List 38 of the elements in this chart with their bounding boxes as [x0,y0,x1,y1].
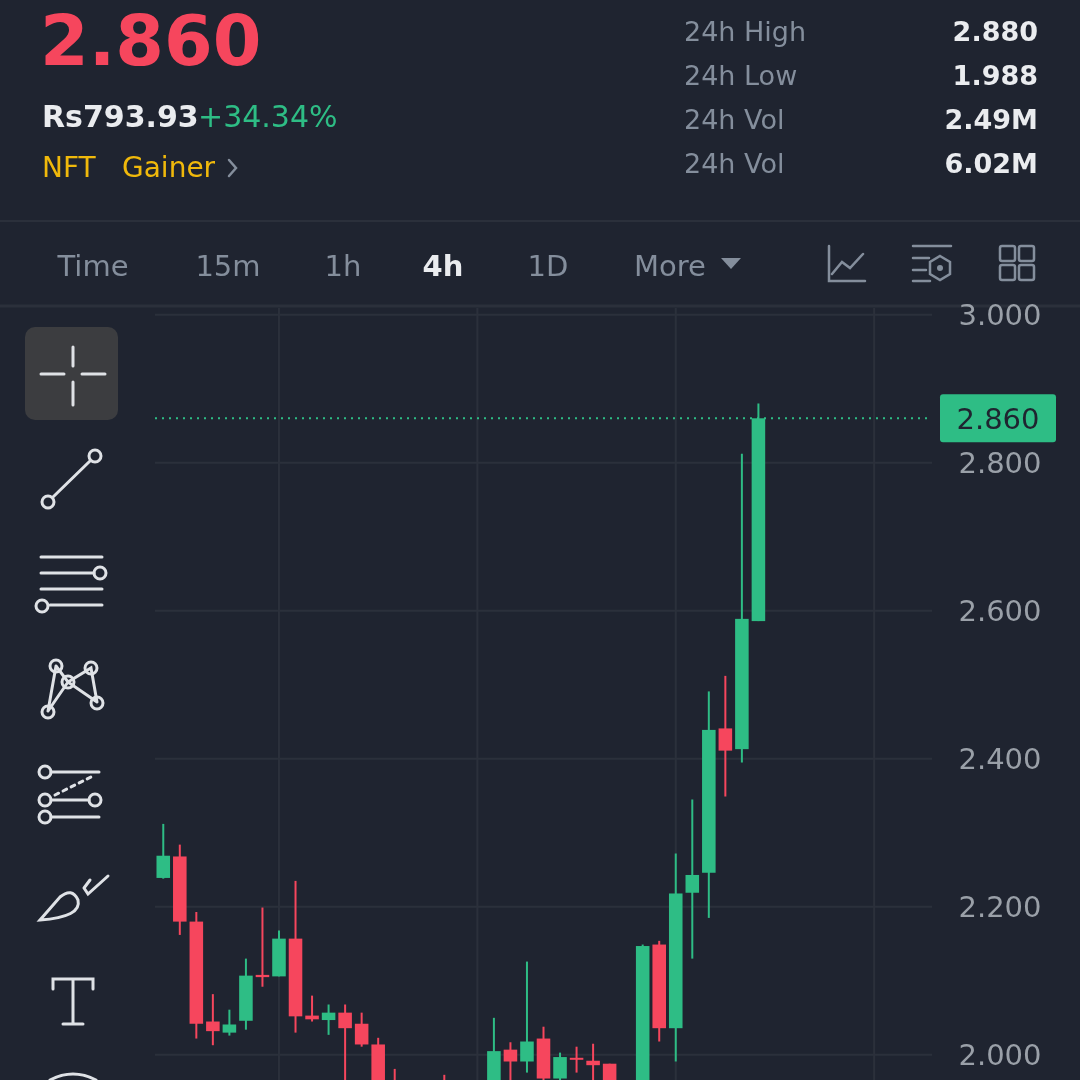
candlestick [553,1051,567,1080]
text: 2.880 [952,16,1038,47]
text: 6.02M [944,148,1038,179]
text: 1D [527,249,569,283]
text: 15m [195,249,261,283]
candlestick [685,798,700,960]
text: 24h High [684,16,807,47]
candlestick [222,1008,237,1037]
candlestick [586,1042,600,1080]
candlestick [354,1011,369,1048]
text: More [634,249,706,283]
candlestick [156,822,171,880]
candlestick [520,960,534,1074]
text: 24h Low [684,60,798,91]
candlestick [321,1003,336,1036]
text: Rs793.93 [42,99,199,134]
y-tick-label: 3.000 [958,298,1042,333]
candlestick [718,674,733,798]
text: 2.49M [944,104,1038,135]
text: 24h Vol [684,104,785,135]
candlestick [206,993,220,1047]
text: Time [56,249,129,283]
chart-title: 2.860 [40,0,262,82]
text: Gainer [122,151,216,184]
y-tick-label: 2.400 [958,742,1042,777]
y-tick-label: 2.200 [958,890,1042,925]
text: +34.34% [198,99,338,134]
text: 1h [324,249,362,283]
candlestick [338,1003,352,1080]
y-tick-label: 2.600 [958,594,1042,629]
y-tick-label: 2.000 [958,1038,1042,1073]
ref-line-label: 2.860 [956,401,1040,436]
text: 1.988 [952,60,1038,91]
text: 24h Vol [684,148,785,179]
y-tick-label: 2.800 [958,446,1042,481]
text: 4h [422,249,464,283]
text: NFT [42,151,97,184]
candlestick [569,1045,584,1074]
